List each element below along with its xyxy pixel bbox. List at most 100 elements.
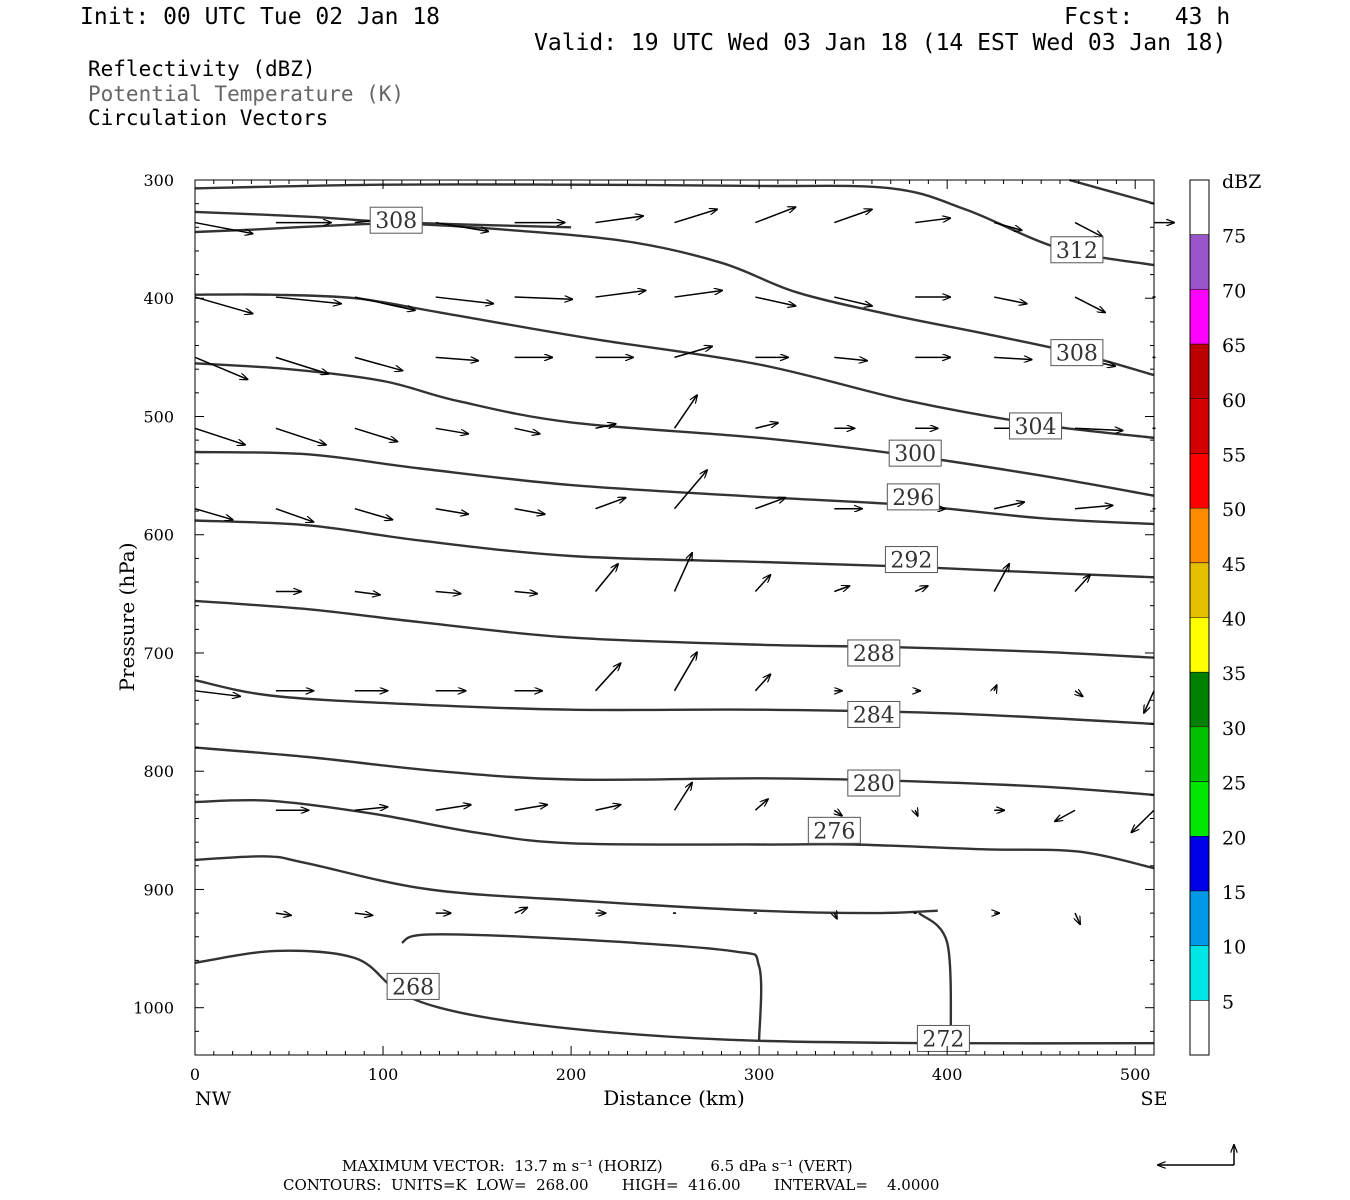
colorbar-tick-label: 75 [1222,226,1246,248]
wind-vector [674,290,723,298]
wind-vector [194,427,245,445]
wind-vector [914,586,928,592]
wind-vector [595,216,644,224]
contour-label-box [807,816,861,844]
wind-vector [354,356,403,370]
isentrope-304 [194,293,1155,439]
isentrope-276 [194,798,1155,870]
contour-label: 268 [392,975,434,1000]
colorbar-swatch [1190,508,1209,563]
colorbar-swatch [1190,562,1209,618]
colorbar-swatch [1190,945,1209,1001]
contour-label: 288 [853,642,895,667]
colorbar-swatch [1190,289,1209,345]
isentrope-308 [194,210,572,229]
isentrope-unlabeled [1069,178,1155,205]
isentrope-272 [918,912,953,1041]
wind-vector [1055,809,1076,821]
legend-potential-temperature: Potential Temperature (K) [88,82,405,106]
contour-label: 292 [890,549,932,574]
colorbar-tick-label: 15 [1222,882,1246,904]
colorbar-swatch [1190,398,1209,454]
contour-label: 272 [922,1027,964,1052]
wind-vector [994,502,1024,510]
colorbar-swatch [1190,890,1209,946]
wind-vector [1074,505,1113,508]
x-end-label-nw: NW [195,1088,232,1110]
x-tick-label: 400 [932,1065,963,1084]
contour-label-box [1050,339,1104,367]
wind-vector [275,913,291,915]
contour-label-box [888,439,942,467]
contour-label-box [884,546,938,574]
y-tick-label: 400 [143,289,174,308]
x-axis-label: Distance (km) [603,1086,745,1110]
contour-label: 276 [813,819,855,844]
colorbar-tick-label: 10 [1222,937,1246,959]
wind-vector [673,553,693,592]
x-tick-label: 200 [556,1065,587,1084]
wind-vector [1074,221,1103,237]
colorbar-swatch [1190,344,1209,399]
y-tick-label: 600 [143,526,174,545]
wind-vector [594,663,621,692]
isentrope-272 [401,933,763,1041]
wind-vector [594,564,619,592]
wind-vector [514,507,545,514]
vector-layer [194,207,1174,924]
colorbar-tick-label: 5 [1222,991,1234,1013]
wind-vector [915,218,950,224]
colorbar-swatch [1190,617,1209,673]
colorbar-tick-label: 40 [1222,609,1246,631]
wind-vector [514,805,548,811]
contour-label: 296 [892,486,934,511]
colorbar-swatch [1190,781,1209,837]
colorbar-swatch [1190,726,1209,782]
wind-vector [275,356,329,374]
colorbar: 5 10 15 20 25 30 35 40 45 50 55 60 65 70 75 [1189,179,1246,1056]
wind-vector [1074,428,1123,430]
wind-vector [514,297,573,299]
wind-vector [1144,690,1155,713]
wind-vector [994,685,997,691]
forecast-hour: Fcst: 43 h [1064,4,1231,30]
wind-vector [673,783,693,811]
contour-label-box [1050,236,1104,264]
y-tick-label: 300 [143,171,174,190]
y-tick-label: 500 [143,407,174,426]
wind-vector [194,690,240,697]
wind-vector [354,296,415,310]
wind-vector [194,507,233,520]
colorbar-tick-label: 50 [1222,499,1246,521]
isentrope-284 [194,679,1155,726]
wind-vector [834,209,872,224]
valid-time: Valid: 19 UTC Wed 03 Jan 18 (14 EST Wed … [534,30,1227,56]
x-tick-label: 300 [744,1065,775,1084]
contour-info-note: CONTOURS: UNITS=K LOW= 268.00 HIGH= 416.… [283,1176,940,1194]
colorbar-swatch [1190,836,1209,891]
colorbar-tick-label: 65 [1222,335,1246,357]
contour-label: 312 [1056,239,1098,264]
contour-label: 308 [1056,342,1098,367]
wind-vector [435,591,461,593]
colorbar-tick-label: 35 [1222,663,1246,685]
contour-label-box [916,1024,970,1052]
wind-vector [435,427,469,434]
init-time: Init: 00 UTC Tue 02 Jan 18 [80,4,441,30]
colorbar-tick-label: 25 [1222,773,1246,795]
wind-vector [354,507,393,520]
wind-vector [595,498,626,510]
colorbar-tick-label: 70 [1222,280,1246,302]
wind-vector [993,564,1009,592]
colorbar-tick-label: 60 [1222,390,1246,412]
wind-vector [194,296,253,314]
x-end-label-se: SE [1141,1088,1168,1110]
wind-vector [1132,809,1155,832]
colorbar-swatch [1190,672,1209,727]
contour-label-layer: 268 272 276 280 284 288 292 296 300 304 308 308 312 [369,206,1104,1052]
colorbar-tick-label: 55 [1222,444,1246,466]
wind-vector [993,221,1022,231]
wind-vector [673,395,698,429]
wind-vector [754,575,770,592]
isentrope-300 [194,362,1155,497]
